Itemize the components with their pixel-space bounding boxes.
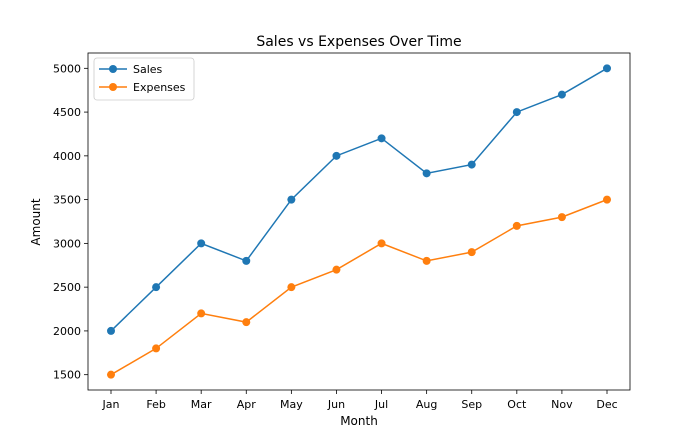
y-tick-label: 2500 bbox=[53, 281, 81, 294]
x-tick-label: Jun bbox=[327, 398, 345, 411]
data-point-expenses bbox=[106, 370, 115, 379]
data-point-sales bbox=[557, 90, 566, 99]
legend-label: Sales bbox=[133, 63, 163, 76]
legend-marker bbox=[109, 83, 117, 91]
data-point-sales bbox=[467, 160, 476, 169]
x-tick-label: Sep bbox=[461, 398, 482, 411]
chart-title: Sales vs Expenses Over Time bbox=[256, 34, 461, 50]
plot-area bbox=[87, 52, 631, 391]
x-tick-label: Aug bbox=[416, 398, 437, 411]
data-point-expenses bbox=[422, 256, 431, 265]
data-point-sales bbox=[332, 151, 341, 160]
data-point-sales bbox=[377, 134, 386, 143]
x-tick-label: Jan bbox=[102, 398, 120, 411]
data-point-expenses bbox=[332, 265, 341, 274]
data-point-expenses bbox=[377, 239, 386, 248]
y-axis-label: Amount bbox=[29, 198, 43, 245]
data-point-expenses bbox=[152, 344, 161, 353]
legend-marker bbox=[109, 65, 117, 73]
y-tick-label: 3000 bbox=[53, 237, 81, 250]
data-point-expenses bbox=[287, 283, 296, 292]
y-tick-label: 2000 bbox=[53, 325, 81, 338]
y-tick-label: 4000 bbox=[53, 150, 81, 163]
data-point-expenses bbox=[512, 221, 521, 230]
x-tick-label: Oct bbox=[507, 398, 527, 411]
y-tick-label: 4500 bbox=[53, 106, 81, 119]
legend: Sales Expenses bbox=[93, 57, 195, 101]
x-tick-label: Jul bbox=[374, 398, 388, 411]
y-tick-label: 3500 bbox=[53, 194, 81, 207]
legend-label: Expenses bbox=[133, 81, 186, 94]
x-axis-label: Month bbox=[340, 414, 378, 428]
data-point-sales bbox=[106, 326, 115, 335]
data-point-sales bbox=[197, 239, 206, 248]
data-point-sales bbox=[422, 169, 431, 178]
series-line-expenses bbox=[110, 198, 608, 376]
data-point-sales bbox=[287, 195, 296, 204]
series-line-sales bbox=[110, 67, 608, 332]
y-tick-label: 5000 bbox=[53, 62, 81, 75]
data-point-sales bbox=[152, 283, 161, 292]
x-tick-label: Dec bbox=[596, 398, 617, 411]
data-point-sales bbox=[512, 108, 521, 117]
data-point-expenses bbox=[467, 248, 476, 257]
data-point-expenses bbox=[242, 318, 251, 327]
x-tick-label: Apr bbox=[237, 398, 257, 411]
data-point-expenses bbox=[557, 213, 566, 222]
data-point-expenses bbox=[603, 195, 612, 204]
x-tick-label: Nov bbox=[551, 398, 573, 411]
data-point-sales bbox=[242, 256, 251, 265]
x-tick-label: Mar bbox=[191, 398, 212, 411]
x-tick-label: May bbox=[280, 398, 303, 411]
data-point-expenses bbox=[197, 309, 206, 318]
data-point-sales bbox=[603, 64, 612, 73]
y-tick-label: 1500 bbox=[53, 369, 81, 382]
x-tick-label: Feb bbox=[146, 398, 165, 411]
